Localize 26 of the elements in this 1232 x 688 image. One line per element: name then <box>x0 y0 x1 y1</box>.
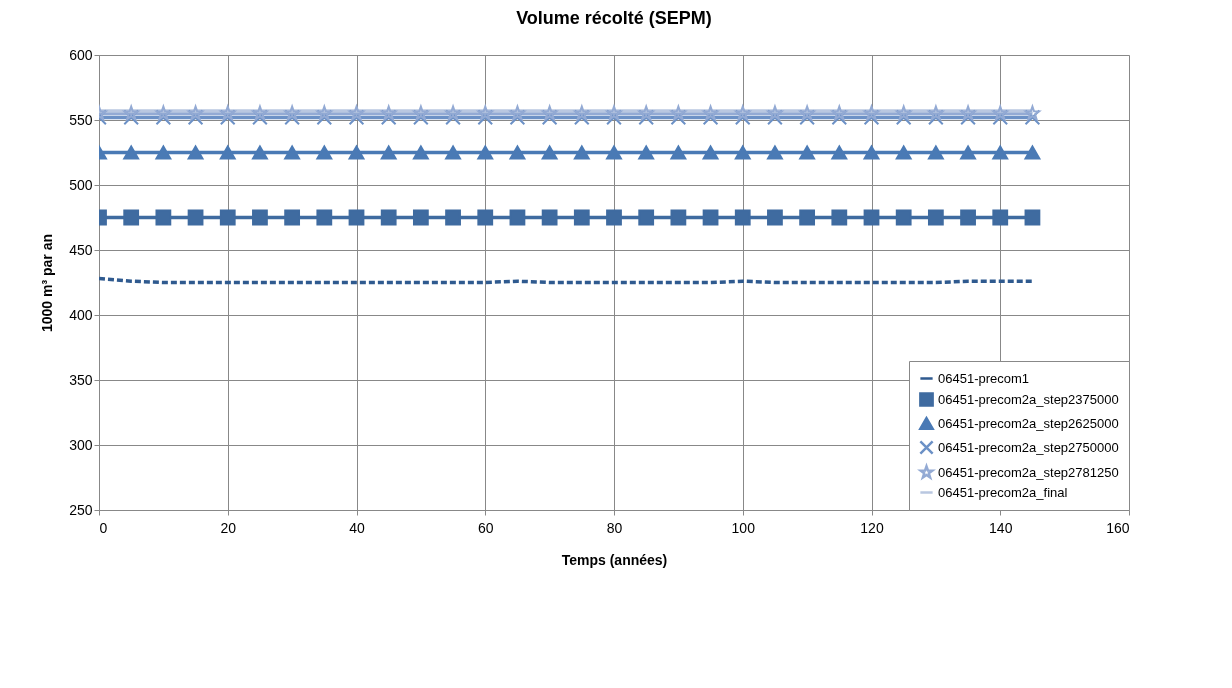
x-tick-label: 80 <box>606 519 623 536</box>
legend-label: 06451-precom2a_step2750000 <box>938 439 1119 455</box>
x-axis-title: Temps (années) <box>561 551 668 568</box>
y-tick-label: 550 <box>69 111 93 128</box>
y-tick-label: 250 <box>69 501 93 518</box>
x-tick-label: 20 <box>220 519 237 536</box>
y-tick-label: 600 <box>69 46 93 63</box>
y-tick-label: 300 <box>69 436 93 453</box>
x-tick-label: 100 <box>731 519 756 536</box>
y-tick-label: 500 <box>69 176 93 193</box>
chart-title: Volume récolté (SEPM) <box>516 8 712 28</box>
legend-label: 06451-precom1 <box>938 370 1030 386</box>
legend-label: 06451-precom2a_step2625000 <box>938 415 1119 431</box>
legend-label: 06451-precom2a_step2375000 <box>938 391 1119 407</box>
y-tick-label: 400 <box>69 306 93 323</box>
x-tick-label: 160 <box>1106 519 1130 536</box>
x-tick-label: 120 <box>860 519 884 536</box>
x-tick-label: 140 <box>989 519 1013 536</box>
x-tick-label: 60 <box>477 519 494 536</box>
x-tick-label: 40 <box>349 519 365 536</box>
legend-label: 06451-precom2a_step2781250 <box>938 464 1119 480</box>
y-tick-label: 450 <box>69 241 93 258</box>
x-tick-label: 0 <box>99 519 108 536</box>
y-tick-label: 350 <box>69 371 93 388</box>
y-axis-title: 1000 m³ par an <box>39 233 56 333</box>
legend-label: 06451-precom2a_final <box>938 484 1068 500</box>
